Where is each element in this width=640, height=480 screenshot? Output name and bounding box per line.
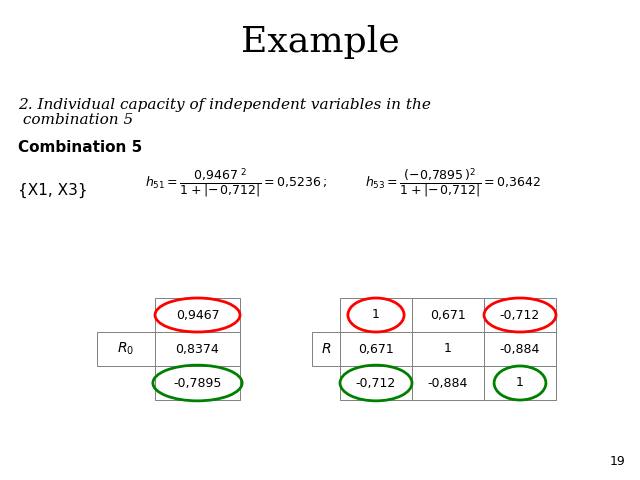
Bar (312, 332, 340, 366)
Bar (412, 366, 484, 400)
Text: 0,9467: 0,9467 (176, 309, 220, 322)
Text: $h_{51} = \dfrac{0{,}9467^{\ 2}}{1 + |{-\,0{,}712}|} = 0{,}5236\,;$: $h_{51} = \dfrac{0{,}9467^{\ 2}}{1 + |{-… (145, 166, 327, 200)
Text: 19: 19 (609, 455, 625, 468)
Bar (412, 332, 484, 366)
Text: 0,671: 0,671 (358, 343, 394, 356)
Bar (340, 332, 412, 366)
Text: -0,884: -0,884 (500, 343, 540, 356)
Text: -0,712: -0,712 (356, 376, 396, 389)
Bar (484, 332, 556, 366)
Bar (484, 366, 556, 400)
Bar (155, 298, 240, 332)
Text: -0,7895: -0,7895 (173, 376, 221, 389)
Text: 2. Individual capacity of independent variables in the: 2. Individual capacity of independent va… (18, 98, 431, 112)
Text: Example: Example (241, 25, 399, 59)
Text: $R_0$: $R_0$ (117, 341, 134, 357)
Bar (340, 366, 412, 400)
Text: 0,8374: 0,8374 (175, 343, 220, 356)
Bar (155, 366, 240, 400)
Text: 1: 1 (516, 376, 524, 389)
Text: $R$: $R$ (321, 342, 331, 356)
Bar (412, 298, 484, 332)
Text: $h_{53} = \dfrac{(-0{,}7895\,)^{2}}{1 + |{-\,0{,}712}|} = 0{,}3642$: $h_{53} = \dfrac{(-0{,}7895\,)^{2}}{1 + … (365, 166, 541, 200)
Bar (155, 332, 240, 366)
Bar (97, 332, 155, 366)
Text: {X1, X3}: {X1, X3} (18, 182, 88, 198)
Text: 0,671: 0,671 (430, 309, 466, 322)
Bar (340, 298, 412, 332)
Text: -0,712: -0,712 (500, 309, 540, 322)
Text: 1: 1 (444, 343, 452, 356)
Text: combination 5: combination 5 (18, 113, 133, 127)
Bar (484, 298, 556, 332)
Text: Combination 5: Combination 5 (18, 141, 142, 156)
Text: -0,884: -0,884 (428, 376, 468, 389)
Text: 1: 1 (372, 309, 380, 322)
